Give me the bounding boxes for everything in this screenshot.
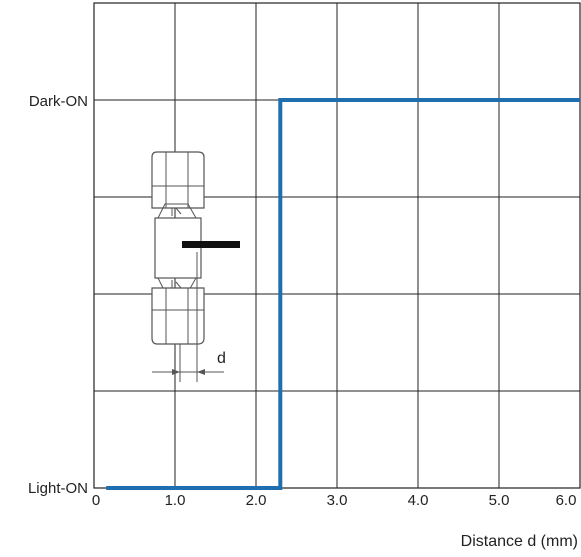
x-tick-label: 6.0 bbox=[556, 492, 577, 509]
x-axis-title: Distance d (mm) bbox=[461, 533, 578, 550]
y-axis-labels: Dark-ON Light-ON bbox=[28, 93, 88, 497]
y-label-light-on: Light-ON bbox=[28, 480, 88, 497]
sensor-bottom-arm bbox=[151, 287, 205, 345]
y-label-dark-on: Dark-ON bbox=[29, 93, 88, 110]
x-tick-label: 4.0 bbox=[408, 492, 429, 509]
slot-object bbox=[182, 241, 240, 248]
plot-frame bbox=[93, 2, 581, 489]
dimension-arrow-left bbox=[172, 369, 180, 375]
sensor-bottom-mark bbox=[171, 280, 182, 289]
x-tick-label: 5.0 bbox=[489, 492, 510, 509]
x-tick-label: 0 bbox=[92, 492, 100, 509]
series-layer bbox=[106, 98, 580, 490]
x-tick-label: 2.0 bbox=[246, 492, 267, 509]
x-tick-label: 1.0 bbox=[165, 492, 186, 509]
x-axis-tick-labels: 0 1.0 2.0 3.0 4.0 5.0 6.0 bbox=[92, 492, 577, 509]
series-line bbox=[106, 98, 580, 490]
dimension-label: d bbox=[217, 350, 226, 367]
sensor-top-mark bbox=[171, 207, 182, 216]
dimension-arrow-right bbox=[197, 369, 205, 375]
x-tick-label: 3.0 bbox=[327, 492, 348, 509]
sensor-top-arm bbox=[151, 151, 205, 209]
photo-interrupter-icon: d bbox=[151, 151, 240, 382]
